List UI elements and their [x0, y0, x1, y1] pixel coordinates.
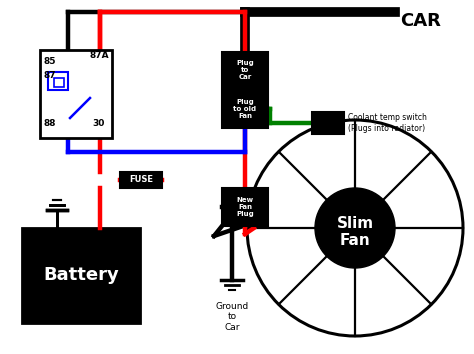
Text: 87A: 87A	[90, 51, 109, 60]
Bar	[48, 72, 68, 90]
Circle shape	[315, 188, 395, 268]
Bar	[312, 112, 344, 134]
Bar	[222, 52, 268, 88]
Text: Ground
to
Car: Ground to Car	[215, 302, 249, 332]
Text: 30: 30	[92, 119, 104, 128]
Text: New
Fan
Plug: New Fan Plug	[236, 197, 254, 217]
Bar	[222, 188, 268, 226]
Text: Slim
Fan: Slim Fan	[337, 216, 374, 248]
Bar	[40, 50, 112, 138]
Text: FUSE: FUSE	[129, 176, 153, 184]
Text: 85: 85	[44, 57, 56, 66]
Bar	[120, 172, 162, 188]
Text: CAR: CAR	[400, 12, 441, 30]
Bar	[222, 90, 268, 128]
Text: Coolant temp switch
(Plugs into radiator): Coolant temp switch (Plugs into radiator…	[348, 113, 427, 133]
Text: Battery: Battery	[43, 267, 119, 285]
Text: 87: 87	[44, 71, 56, 80]
Text: Plug
to
Car: Plug to Car	[236, 60, 254, 80]
Bar	[54, 78, 64, 87]
Text: Plug
to old
Fan: Plug to old Fan	[233, 99, 256, 119]
Text: 88: 88	[44, 119, 56, 128]
Bar	[22, 228, 140, 323]
